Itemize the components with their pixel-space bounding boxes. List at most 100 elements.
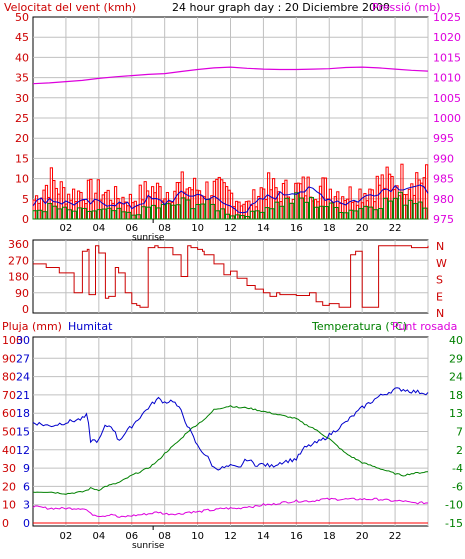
humtemp-xtick-label: 04 [92, 531, 105, 542]
wind-xtick-label: 04 [92, 223, 105, 234]
wind-avg-bar [141, 206, 147, 220]
rain-ytick-label: 30 [2, 462, 16, 475]
wind-avg-bar [57, 208, 63, 220]
wind-avg-bar [358, 208, 364, 220]
temperature-ytick-label: -4 [452, 462, 463, 475]
wind-avg-bar [106, 207, 112, 220]
direction-ytick-label: 90 [15, 287, 29, 300]
wind-avg-bar [160, 203, 166, 220]
rain-ytick-label: 10 [2, 499, 16, 512]
wind-avg-bar [304, 201, 310, 220]
wind-avg-bar [249, 210, 255, 220]
wind-avg-bar [131, 214, 137, 220]
rain-ytick-label: 50 [2, 426, 16, 439]
wind-avg-bar [254, 210, 260, 220]
wind-avg-bar [200, 203, 206, 220]
wind-avg-bar [397, 191, 403, 220]
pressure-ytick-label: 1025 [433, 11, 461, 24]
wind-avg-bar [215, 210, 221, 220]
wind-avg-bar [299, 197, 305, 220]
wind-avg-bar [47, 203, 53, 220]
wind-xtick-label: 02 [60, 223, 73, 234]
direction-ytick-label: 270 [8, 254, 29, 267]
pressure-ytick-label: 990 [433, 152, 454, 165]
wind-avg-bar [402, 204, 408, 220]
dewpoint-axis-label: Punt rosada [392, 320, 457, 333]
humtemp-xtick-label: 10 [191, 531, 204, 542]
temperature-ytick-label: -6 [452, 480, 463, 493]
wind-avg-bar [264, 207, 270, 220]
humtemp-xtick-label: 02 [60, 531, 73, 542]
humidity-ytick-label: 0 [23, 517, 30, 530]
direction-compass-letter: W [436, 257, 447, 270]
wind-avg-bar [136, 214, 142, 220]
wind-avg-bar [259, 211, 265, 220]
wind-avg-bar [392, 197, 398, 220]
wind-xtick-label: 16 [290, 223, 303, 234]
wind-avg-bar [234, 214, 240, 220]
wind-xtick-label: 10 [191, 223, 204, 234]
humidity-line [32, 387, 429, 471]
humtemp-xtick-label: 22 [389, 531, 402, 542]
humidity-ytick-label: 12 [16, 444, 30, 457]
temperature-ytick-label: 40 [449, 334, 463, 347]
wind-avg-bar [239, 215, 245, 220]
wind-avg-bar [269, 208, 275, 220]
wind-xtick-label: 08 [158, 223, 171, 234]
pressure-ytick-label: 975 [433, 213, 454, 226]
humtemp-xtick-label: 18 [323, 531, 336, 542]
wind-avg-bar [230, 215, 235, 220]
wind-xtick-label: 22 [389, 223, 402, 234]
wind-avg-bar [383, 197, 389, 220]
wind-xtick-label: 14 [257, 223, 270, 234]
humtemp-xtick-label: 06 [125, 531, 138, 542]
temperature-ytick-label: 24 [449, 371, 463, 384]
dewpoint-line [32, 497, 429, 518]
direction-compass-letter: N [436, 240, 444, 253]
wind-avg-bar [86, 210, 92, 220]
wind-avg-bar [101, 208, 107, 220]
rain-ytick-label: 0 [2, 517, 9, 530]
direction-compass-letter: S [436, 274, 443, 287]
wind-xtick-label: 06 [125, 223, 138, 234]
wind-avg-bar [388, 200, 393, 220]
wind-ytick-label: 20 [15, 132, 29, 145]
direction-compass-letter: E [436, 290, 443, 303]
wind-avg-bar [76, 207, 82, 220]
humtemp-xtick-label: 12 [224, 531, 237, 542]
temperature-ytick-label: 2 [456, 444, 463, 457]
wind-avg-bar [313, 206, 319, 220]
wind-avg-bar [328, 202, 334, 220]
pressure-ytick-label: 1005 [433, 92, 461, 105]
wind-avg-bar [279, 205, 285, 220]
wind-avg-bar [373, 209, 379, 220]
wind-avg-bar [91, 210, 97, 220]
wind-xtick-label: 20 [356, 223, 369, 234]
wind-ytick-label: 30 [15, 92, 29, 105]
wind-xtick-label: 18 [323, 223, 336, 234]
temperature-ytick-label: 29 [449, 352, 463, 365]
temperature-ytick-label: 18 [449, 389, 463, 402]
direction-ytick-label: 180 [8, 271, 29, 284]
direction-line [33, 245, 429, 308]
temperature-line [32, 405, 429, 495]
humidity-axis-label: Humitat [68, 320, 113, 333]
wind-avg-bar [422, 207, 428, 220]
rain-ytick-label: 20 [2, 480, 16, 493]
chart-title: 24 hour graph day : 20 Diciembre 2009 [172, 1, 390, 14]
temperature-ytick-label: -15 [445, 517, 463, 530]
pressure-ytick-label: 985 [433, 173, 454, 186]
humidity-ytick-label: 15 [16, 426, 30, 439]
wind-ytick-label: 50 [15, 11, 29, 24]
wind-ytick-label: 40 [15, 51, 29, 64]
humtemp-xtick-label: 16 [290, 531, 303, 542]
wind-avg-bar [407, 199, 413, 220]
wind-ytick-label: 15 [15, 152, 29, 165]
rain-ytick-label: 60 [2, 407, 16, 420]
humidity-ytick-label: 3 [23, 499, 30, 512]
wind-avg-bar [67, 209, 73, 220]
sunrise-label: sunrise [132, 541, 165, 551]
